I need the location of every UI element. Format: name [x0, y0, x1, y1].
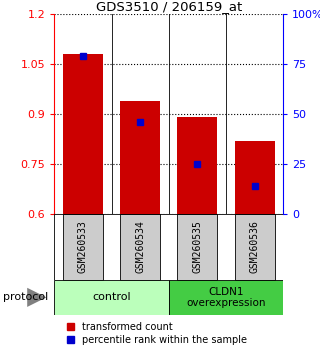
- Bar: [169, 280, 283, 315]
- Bar: [120, 101, 160, 214]
- Text: GSM260536: GSM260536: [250, 221, 260, 273]
- Title: GDS3510 / 206159_at: GDS3510 / 206159_at: [96, 0, 242, 13]
- Bar: [177, 118, 217, 214]
- Text: CLDN1
overexpression: CLDN1 overexpression: [186, 286, 266, 308]
- Bar: [63, 214, 103, 280]
- Text: GSM260533: GSM260533: [78, 221, 88, 273]
- Bar: [54, 280, 169, 315]
- Bar: [235, 214, 275, 280]
- Bar: [177, 214, 217, 280]
- Bar: [63, 54, 103, 214]
- Bar: [235, 141, 275, 214]
- Text: control: control: [92, 292, 131, 302]
- Text: GSM260534: GSM260534: [135, 221, 145, 273]
- Text: protocol: protocol: [3, 292, 48, 302]
- Polygon shape: [27, 288, 46, 307]
- Bar: [120, 214, 160, 280]
- Text: GSM260535: GSM260535: [192, 221, 202, 273]
- Legend: transformed count, percentile rank within the sample: transformed count, percentile rank withi…: [65, 320, 249, 347]
